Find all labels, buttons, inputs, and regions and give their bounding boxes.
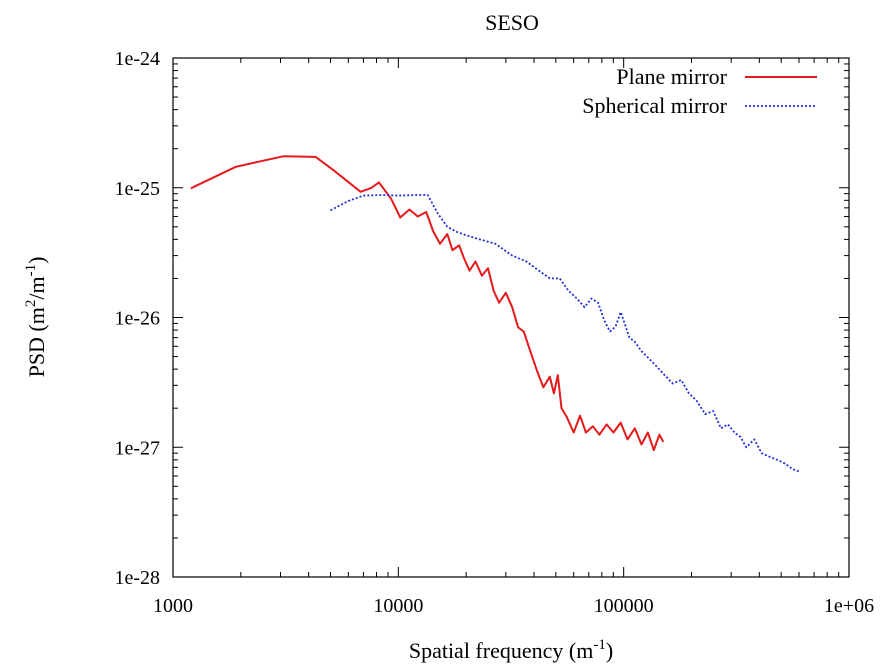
y-axis-title-sup1: 2 xyxy=(23,300,39,308)
x-tick-label: 10000 xyxy=(373,595,423,617)
y-axis-title-mid: /m xyxy=(24,276,49,299)
y-tick-label: 1e-26 xyxy=(114,308,160,330)
y-tick-label: 1e-27 xyxy=(114,437,160,459)
y-axis-title-sup2: -1 xyxy=(23,264,39,277)
axis-ticks: 1000 10000 100000 1e+06 1e-24 1e-25 1e-26 1e-27… xyxy=(114,48,874,617)
x-axis-title-sup: -1 xyxy=(593,637,606,653)
x-axis-title-base: Spatial frequency (m xyxy=(409,638,594,663)
x-tick-label: 1e+06 xyxy=(824,595,874,617)
x-axis-title: Spatial frequency (m-1) xyxy=(409,637,613,663)
y-axis-title-tail: ) xyxy=(24,257,49,264)
x-tick-label: 1000 xyxy=(153,595,193,617)
series-line-2 xyxy=(330,194,800,473)
y-tick-label: 1e-24 xyxy=(114,48,160,70)
x-axis-title-tail: ) xyxy=(606,638,613,663)
legend-label-2: Spherical mirror xyxy=(582,93,727,118)
legend: Plane mirror Spherical mirror xyxy=(582,64,817,118)
y-tick-label: 1e-25 xyxy=(114,178,160,200)
y-tick-label: 1e-28 xyxy=(114,567,160,589)
y-axis-title: PSD (m2/m-1) xyxy=(23,257,49,378)
series-line-1 xyxy=(190,155,665,452)
legend-label-1: Plane mirror xyxy=(616,64,727,89)
x-tick-label: 100000 xyxy=(594,595,654,617)
y-axis-title-base: PSD (m xyxy=(24,307,49,377)
series-layer xyxy=(190,155,800,473)
chart-title: SESO xyxy=(485,10,539,35)
